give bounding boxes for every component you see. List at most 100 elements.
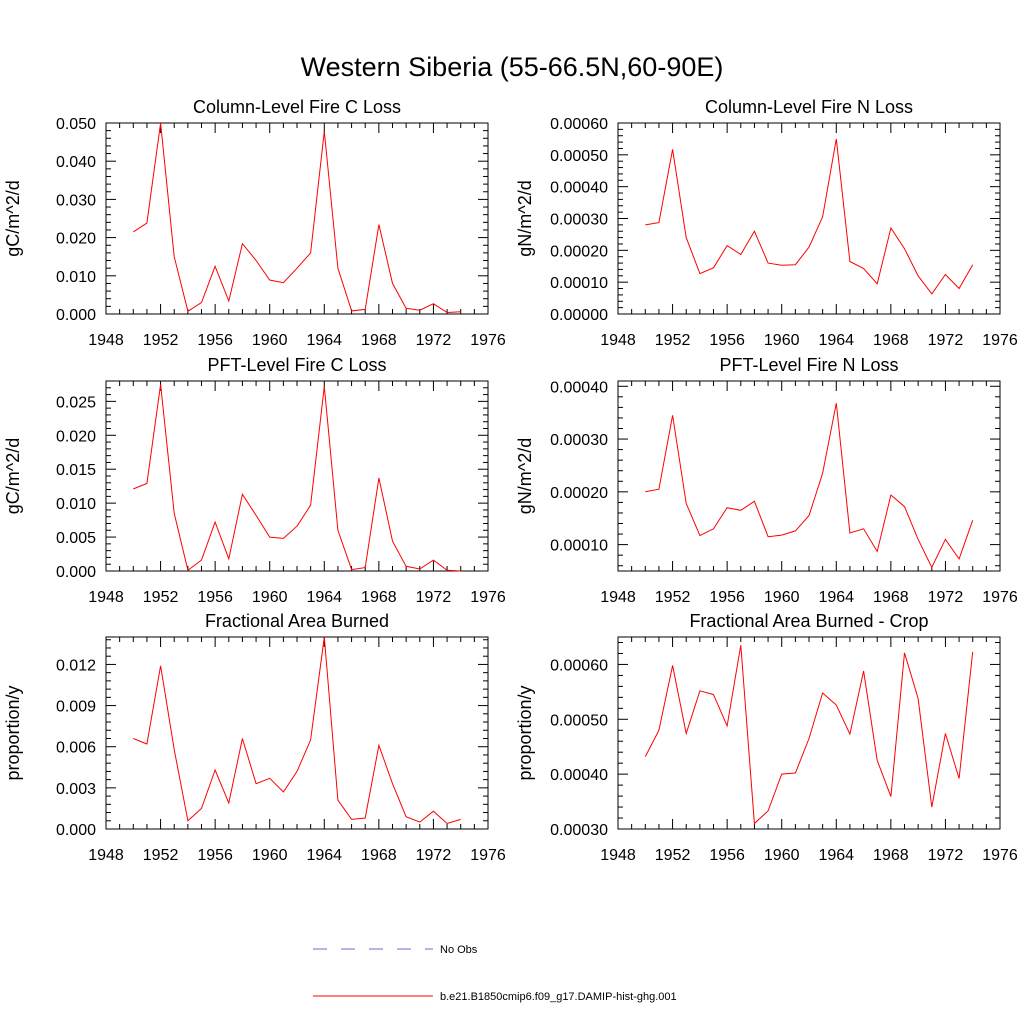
y-tick-label: 0.010 (56, 269, 96, 286)
y-tick-label: 0.015 (56, 462, 96, 479)
x-tick-label: 1948 (600, 589, 636, 606)
y-tick-label: 0.00020 (550, 243, 608, 260)
x-tick-label: 1964 (306, 847, 342, 864)
x-tick-label: 1948 (88, 332, 124, 349)
y-tick-label: 0.000 (56, 822, 96, 839)
y-tick-label: 0.00030 (550, 212, 608, 229)
y-tick-label: 0.000 (56, 564, 96, 581)
y-tick-label: 0.020 (56, 428, 96, 445)
y-tick-label: 0.009 (56, 699, 96, 716)
series-line (133, 122, 461, 314)
x-tick-label: 1964 (306, 589, 342, 606)
series-line (644, 645, 974, 825)
x-tick-label: 1972 (928, 847, 964, 864)
x-tick-label: 1956 (709, 589, 745, 606)
plot-frame (617, 380, 1001, 572)
x-tick-label: 1972 (416, 332, 452, 349)
series-line (133, 384, 461, 572)
plot-frame (617, 122, 1001, 315)
legend-label: No Obs (440, 944, 478, 956)
y-tick-label: 0.00040 (550, 767, 608, 784)
panel-title: Fractional Area Burned (205, 611, 389, 631)
y-tick-label: 0.006 (56, 740, 96, 757)
x-tick-label: 1956 (197, 332, 233, 349)
figure-title: Western Siberia (55-66.5N,60-90E) (301, 52, 724, 82)
y-tick-label: 0.020 (56, 231, 96, 248)
x-tick-label: 1972 (416, 847, 452, 864)
y-tick-label: 0.005 (56, 530, 96, 547)
panel-1: Column-Level Fire C Loss 1948 1952 1956 1960… (3, 97, 506, 349)
x-tick-label: 1956 (709, 332, 745, 349)
x-tick-label: 1952 (143, 589, 179, 606)
y-tick-label: 0.00030 (550, 432, 608, 449)
panel-title: PFT-Level Fire C Loss (207, 355, 386, 375)
x-tick-label: 1968 (873, 332, 909, 349)
x-tick-label: 1960 (764, 332, 800, 349)
x-tick-label: 1956 (197, 847, 233, 864)
y-tick-label: 0.000 (56, 307, 96, 324)
y-axis-label: gC/m^2/d (3, 180, 23, 256)
x-tick-label: 1952 (655, 589, 691, 606)
y-tick-label: 0.00020 (550, 485, 608, 502)
x-tick-label: 1968 (361, 847, 397, 864)
panel-title: Fractional Area Burned - Crop (689, 611, 928, 631)
x-tick-label: 1948 (88, 847, 124, 864)
x-tick-label: 1952 (655, 847, 691, 864)
plot-frame (617, 636, 1001, 830)
x-tick-label: 1972 (416, 589, 452, 606)
y-axis-label: gN/m^2/d (515, 438, 535, 514)
x-tick-label: 1948 (88, 589, 124, 606)
panels: Column-Level Fire C Loss 1948 1952 1956 1960… (3, 97, 1018, 864)
x-tick-label: 1976 (982, 589, 1018, 606)
y-axis-label: gC/m^2/d (3, 438, 23, 514)
legend: No Obs b.e21.B1850cmip6.f09_g17.DAMIP-his… (313, 944, 677, 1003)
y-tick-label: 0.00000 (550, 307, 608, 324)
y-axis-label: proportion/y (515, 685, 535, 780)
panel-2: Column-Level Fire N Loss 1948 1952 1956 1960… (515, 97, 1018, 349)
y-tick-label: 0.012 (56, 657, 96, 674)
x-tick-label: 1956 (709, 847, 745, 864)
y-tick-label: 0.00050 (550, 712, 608, 729)
y-tick-label: 0.00050 (550, 148, 608, 165)
x-tick-label: 1968 (361, 332, 397, 349)
x-tick-label: 1968 (873, 589, 909, 606)
x-tick-label: 1960 (764, 847, 800, 864)
x-tick-label: 1960 (252, 847, 288, 864)
x-tick-label: 1956 (197, 589, 233, 606)
x-tick-label: 1952 (143, 332, 179, 349)
x-tick-label: 1972 (928, 589, 964, 606)
x-tick-label: 1976 (470, 332, 506, 349)
x-tick-label: 1968 (873, 847, 909, 864)
y-axis-label: proportion/y (3, 685, 23, 780)
x-tick-label: 1964 (818, 589, 854, 606)
y-tick-label: 0.040 (56, 154, 96, 171)
x-tick-label: 1972 (928, 332, 964, 349)
y-tick-label: 0.00010 (550, 275, 608, 292)
y-tick-label: 0.00010 (550, 538, 608, 555)
x-tick-label: 1968 (361, 589, 397, 606)
y-tick-label: 0.003 (56, 781, 96, 798)
y-tick-label: 0.050 (56, 116, 96, 133)
x-tick-label: 1960 (252, 332, 288, 349)
legend-label: b.e21.B1850cmip6.f09_g17.DAMIP-hist-ghg.… (440, 991, 677, 1003)
plot-frame (105, 636, 489, 830)
x-tick-label: 1976 (470, 847, 506, 864)
y-tick-label: 0.00060 (550, 657, 608, 674)
series-line (645, 138, 974, 295)
x-tick-label: 1948 (600, 332, 636, 349)
x-tick-label: 1976 (982, 332, 1018, 349)
y-tick-label: 0.00040 (550, 379, 608, 396)
y-tick-label: 0.00060 (550, 116, 608, 133)
y-tick-label: 0.025 (56, 394, 96, 411)
x-tick-label: 1948 (600, 847, 636, 864)
y-axis-label: gN/m^2/d (515, 180, 535, 256)
y-tick-label: 0.00030 (550, 822, 608, 839)
panel-title: PFT-Level Fire N Loss (719, 355, 898, 375)
y-tick-label: 0.010 (56, 496, 96, 513)
x-tick-label: 1960 (764, 589, 800, 606)
x-tick-label: 1976 (982, 847, 1018, 864)
panel-title: Column-Level Fire C Loss (193, 97, 401, 117)
y-tick-label: 0.030 (56, 192, 96, 209)
series-line (133, 636, 461, 825)
